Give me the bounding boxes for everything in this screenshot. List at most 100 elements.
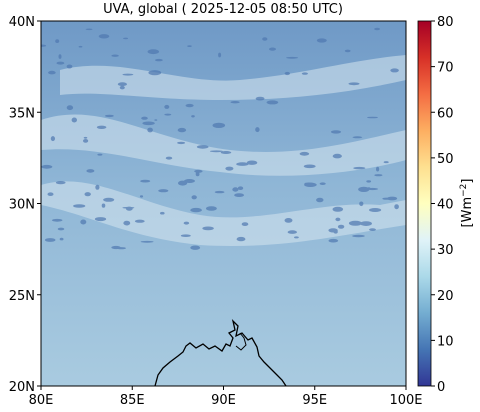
- dark-cloud-patch: [119, 85, 125, 90]
- dark-cloud-patch: [83, 136, 88, 139]
- dark-cloud-patch: [387, 196, 398, 201]
- y-tick-label: 40N: [9, 15, 35, 30]
- dark-cloud-patch: [78, 45, 83, 48]
- dark-cloud-patch: [94, 217, 107, 222]
- dark-cloud-patch: [394, 204, 399, 210]
- dark-cloud-patch: [359, 201, 364, 207]
- dark-cloud-patch: [83, 139, 89, 143]
- dark-cloud-patch: [316, 38, 327, 43]
- dark-cloud-patch: [284, 218, 293, 223]
- colorbar-tick-label: 0: [437, 380, 445, 395]
- y-tick-label: 25N: [9, 289, 35, 304]
- dark-cloud-patch: [367, 116, 378, 119]
- coastline: [154, 318, 287, 386]
- dark-cloud-patch: [95, 184, 100, 190]
- dark-cloud-patch: [184, 179, 195, 183]
- dark-cloud-patch: [97, 153, 103, 156]
- y-tick-label: 35N: [9, 106, 35, 121]
- cloud-band-middle: [41, 114, 406, 176]
- dark-cloud-patch: [147, 127, 153, 133]
- dark-cloud-patch: [352, 234, 365, 238]
- dark-cloud-patch: [316, 197, 324, 203]
- dark-cloud-patch: [390, 68, 399, 73]
- cloud-band-north: [60, 55, 406, 100]
- dark-cloud-patch: [353, 166, 366, 170]
- dark-cloud-patch: [57, 227, 65, 231]
- dark-cloud-patch: [180, 234, 191, 237]
- dark-cloud-patch: [202, 226, 214, 231]
- colorbar-ticks: 0 10 20 30 40 50 60 70 80: [431, 15, 454, 395]
- dark-cloud-patch: [212, 122, 226, 128]
- dark-cloud-patch: [246, 160, 258, 165]
- dark-cloud-patch: [335, 217, 341, 222]
- dark-cloud-patch: [66, 64, 73, 69]
- dark-cloud-patch: [360, 221, 372, 227]
- dark-cloud-patch: [73, 204, 86, 208]
- dark-cloud-patch: [71, 117, 78, 123]
- dark-cloud-patch: [234, 193, 245, 198]
- dark-cloud-patch: [294, 236, 299, 239]
- dark-cloud-patch: [117, 82, 127, 87]
- x-tick-label: 90E: [211, 393, 236, 408]
- dark-cloud-patch: [374, 27, 380, 31]
- dark-cloud-patch: [266, 100, 279, 105]
- dark-cloud-patch: [141, 116, 148, 120]
- dark-cloud-patch: [303, 164, 316, 169]
- colorbar: [417, 20, 432, 387]
- dark-cloud-patch: [358, 186, 370, 192]
- dark-cloud-patch: [209, 150, 223, 153]
- colorbar-tick-label: 20: [437, 289, 454, 304]
- dark-cloud-patch: [55, 39, 60, 43]
- colorbar-tick-label: 70: [437, 61, 454, 76]
- dark-cloud-patch: [366, 187, 379, 191]
- colorbar-tick-label: 30: [437, 243, 454, 258]
- colorbar-tick-label: 80: [437, 15, 454, 30]
- dark-cloud-patch: [148, 70, 162, 76]
- dark-cloud-patch: [122, 73, 134, 76]
- dark-cloud-patch: [103, 197, 115, 202]
- colorbar-tick-label: 60: [437, 106, 454, 121]
- dark-cloud-patch: [330, 130, 342, 134]
- dark-cloud-patch: [101, 203, 106, 208]
- dark-cloud-patch: [328, 228, 338, 233]
- dark-cloud-patch: [284, 71, 290, 76]
- dark-cloud-patch: [164, 113, 172, 116]
- dark-cloud-patch: [80, 219, 87, 225]
- dark-cloud-patch: [348, 220, 362, 226]
- dark-cloud-patch: [344, 49, 351, 53]
- dark-cloud-patch: [41, 164, 53, 169]
- dark-cloud-patch: [191, 115, 195, 118]
- dark-cloud-patch: [304, 182, 314, 185]
- dark-cloud-patch: [255, 96, 265, 101]
- dark-cloud-patches: [41, 27, 399, 250]
- dark-cloud-patch: [84, 192, 91, 197]
- dark-cloud-patch: [44, 238, 56, 242]
- dark-cloud-patch: [374, 174, 383, 177]
- dark-cloud-patch: [158, 189, 169, 193]
- dark-cloud-patch: [56, 61, 65, 65]
- dark-cloud-patch: [241, 222, 249, 227]
- dark-cloud-patch: [366, 180, 372, 183]
- x-tick-label: 100E: [389, 393, 422, 408]
- dark-cloud-patch: [165, 156, 173, 160]
- dark-cloud-patch: [214, 190, 225, 194]
- dark-cloud-patch: [55, 181, 66, 185]
- dark-cloud-patch: [155, 58, 163, 62]
- y-axis: 20N 25N 30N 35N 40N: [9, 15, 41, 395]
- dark-cloud-patch: [237, 186, 244, 190]
- dark-cloud-patch: [287, 230, 297, 234]
- dark-cloud-patch: [51, 218, 63, 222]
- dark-cloud-patch: [348, 82, 360, 86]
- dark-cloud-patch: [332, 206, 344, 212]
- dark-cloud-patch: [123, 37, 129, 40]
- dark-cloud-patch: [85, 28, 93, 31]
- dark-cloud-patch: [236, 162, 249, 166]
- dark-cloud-patch: [164, 104, 170, 109]
- x-tick-label: 80E: [29, 393, 54, 408]
- dark-cloud-patch: [319, 182, 326, 185]
- dark-cloud-patch: [48, 70, 56, 75]
- x-tick-label: 85E: [120, 393, 145, 408]
- dark-cloud-patch: [369, 208, 382, 212]
- dark-cloud-patch: [383, 161, 389, 164]
